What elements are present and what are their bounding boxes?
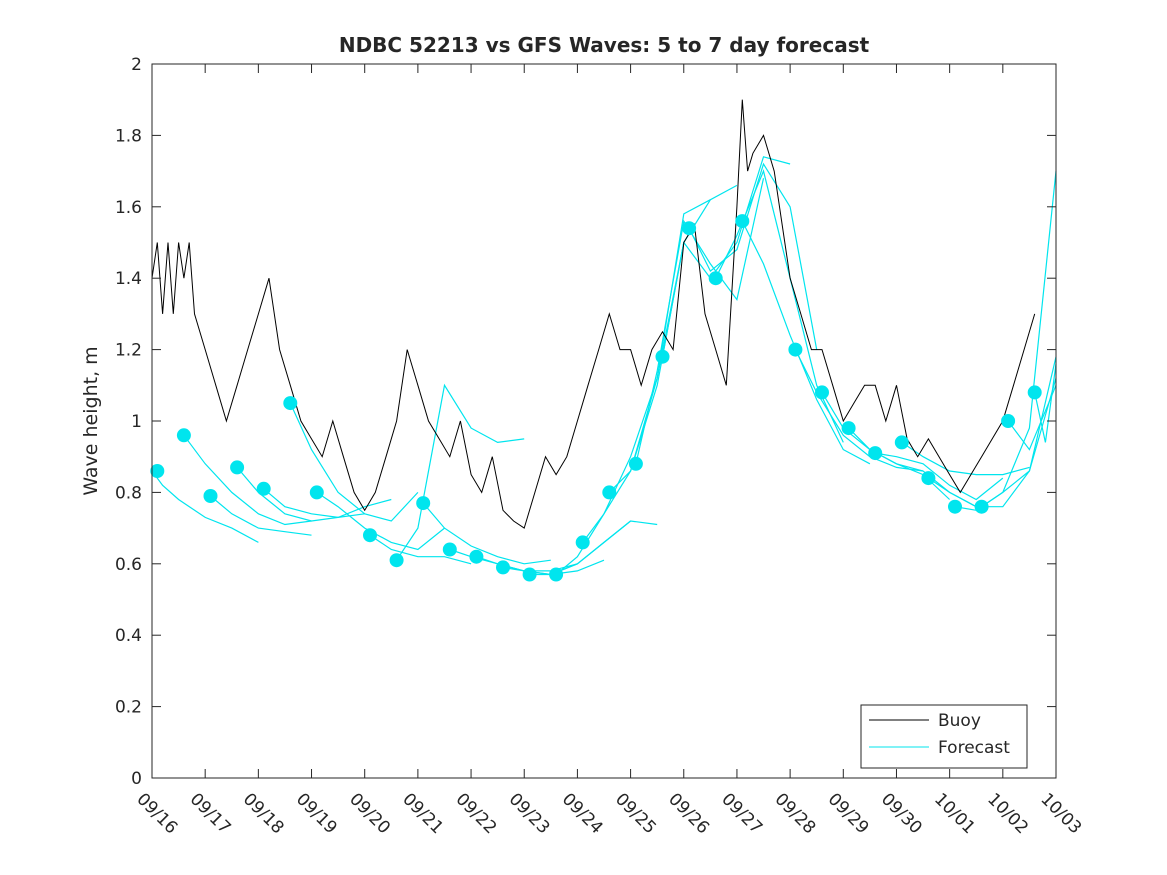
forecast-run-3 xyxy=(210,495,312,536)
legend-forecast-label: Forecast xyxy=(938,738,1010,758)
forecast-run-31 xyxy=(1007,385,1057,451)
forecast-run-20 xyxy=(688,162,818,350)
forecast-marker xyxy=(1001,414,1016,428)
buoy-line xyxy=(151,99,1036,529)
forecast-marker xyxy=(363,528,377,543)
forecast-run-2 xyxy=(183,434,312,526)
forecast-marker xyxy=(496,560,510,575)
forecast-marker xyxy=(815,385,829,400)
forecast-run-26 xyxy=(875,452,1004,501)
forecast-marker xyxy=(841,421,856,436)
legend: Buoy Forecast xyxy=(860,704,1028,769)
forecast-run-22 xyxy=(741,220,871,465)
forecast-marker xyxy=(602,485,617,500)
y-tick-label: 0.8 xyxy=(115,483,142,503)
forecast-marker xyxy=(921,471,936,486)
forecast-run-9 xyxy=(396,383,525,561)
forecast-marker xyxy=(256,481,271,496)
forecast-marker xyxy=(230,460,245,475)
data-layer xyxy=(150,99,1057,582)
y-tick-label: 1.8 xyxy=(115,126,142,146)
forecast-marker xyxy=(575,535,590,550)
forecast-marker xyxy=(1027,385,1042,400)
forecast-marker xyxy=(655,349,670,364)
forecast-marker xyxy=(150,464,165,478)
forecast-run-4 xyxy=(236,467,365,522)
forecast-marker xyxy=(309,485,324,500)
plot-area xyxy=(152,64,1056,778)
forecast-run-5 xyxy=(263,488,392,519)
y-tick-label: 1.4 xyxy=(115,269,142,289)
forecast-marker xyxy=(389,553,404,568)
chart-title: NDBC 52213 vs GFS Waves: 5 to 7 day fore… xyxy=(339,33,870,57)
y-tick-label: 2 xyxy=(131,55,142,75)
forecast-run-32 xyxy=(1034,363,1057,443)
forecast-marker xyxy=(708,271,723,286)
forecast-run-1 xyxy=(151,470,259,543)
forecast-run-14 xyxy=(529,520,658,576)
forecast-run-28 xyxy=(928,378,1057,508)
forecast-run-10 xyxy=(422,502,551,565)
forecast-marker xyxy=(735,214,750,229)
forecast-marker xyxy=(283,396,298,411)
forecast-run-23 xyxy=(794,349,924,472)
forecast-marker xyxy=(682,221,697,236)
forecast-marker xyxy=(628,456,643,471)
y-tick-label: 1.6 xyxy=(115,198,142,218)
forecast-marker xyxy=(549,567,564,582)
forecast-run-30 xyxy=(981,356,1057,508)
legend-box xyxy=(860,704,1028,769)
forecast-marker xyxy=(469,549,484,564)
y-tick-label: 0.2 xyxy=(115,698,142,718)
forecast-marker xyxy=(442,542,457,557)
forecast-marker xyxy=(522,567,537,582)
forecast-run-6 xyxy=(289,402,419,522)
forecast-run-8 xyxy=(369,534,472,565)
forecast-run-16 xyxy=(582,199,711,543)
legend-buoy-label: Buoy xyxy=(938,711,981,731)
forecast-marker xyxy=(788,342,803,357)
y-axis-label: Wave height, m xyxy=(80,346,102,495)
forecast-marker xyxy=(203,489,218,503)
forecast-marker xyxy=(974,499,989,514)
forecast-marker xyxy=(868,446,883,461)
forecast-run-7 xyxy=(316,491,445,551)
forecast-marker xyxy=(894,435,909,450)
y-tick-label: 1.2 xyxy=(115,341,142,361)
forecast-run-18 xyxy=(635,178,765,464)
y-tick-label: 1 xyxy=(131,412,142,432)
forecast-marker xyxy=(948,499,962,514)
forecast-marker xyxy=(176,428,191,443)
y-tick-label: 0 xyxy=(131,769,142,789)
y-tick-label: 0.4 xyxy=(115,626,142,646)
y-tick-label: 0.6 xyxy=(115,555,142,575)
forecast-marker xyxy=(416,496,431,511)
